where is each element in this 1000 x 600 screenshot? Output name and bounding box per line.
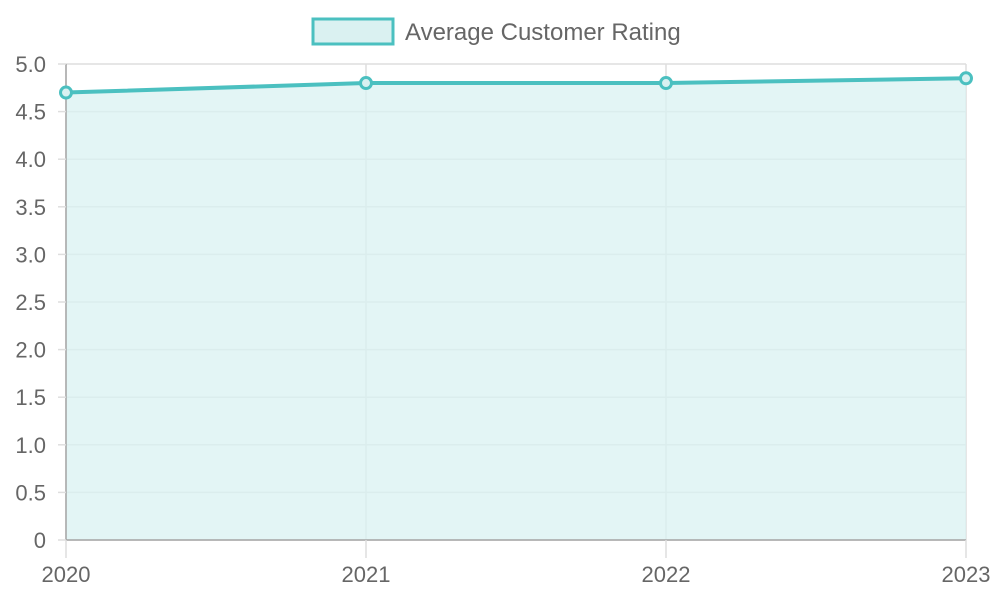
area-fill (66, 78, 966, 540)
y-tick-label: 0.5 (15, 480, 46, 505)
y-tick-label: 0 (34, 528, 46, 553)
y-tick-label: 3.0 (15, 242, 46, 267)
data-point[interactable] (59, 85, 73, 100)
y-axis-ticks: 0 0.5 1.0 1.5 2.0 2.5 3.0 3.5 4.0 4.5 5.0 (15, 52, 66, 553)
data-point[interactable] (659, 76, 673, 91)
x-tick-label: 2023 (942, 562, 991, 587)
legend-swatch (311, 17, 395, 46)
y-tick-label: 2.0 (15, 338, 46, 363)
y-tick-label: 2.5 (15, 290, 46, 315)
x-tick-label: 2020 (42, 562, 91, 587)
series-line (65, 76, 967, 95)
data-point[interactable] (359, 76, 373, 91)
x-axis-ticks: 2020 2021 2022 2023 (42, 540, 991, 587)
y-tick-label: 3.5 (15, 195, 46, 220)
x-tick-label: 2021 (342, 562, 391, 587)
y-tick-label: 1.0 (15, 433, 46, 458)
data-points (59, 71, 973, 100)
data-point[interactable] (959, 71, 973, 86)
x-tick-label: 2022 (642, 562, 691, 587)
y-tick-label: 1.5 (15, 385, 46, 410)
y-tick-label: 5.0 (15, 52, 46, 77)
y-tick-label: 4.5 (15, 100, 46, 125)
y-tick-label: 4.0 (15, 147, 46, 172)
legend[interactable]: Average Customer Rating (311, 17, 681, 46)
legend-label: Average Customer Rating (405, 19, 681, 46)
